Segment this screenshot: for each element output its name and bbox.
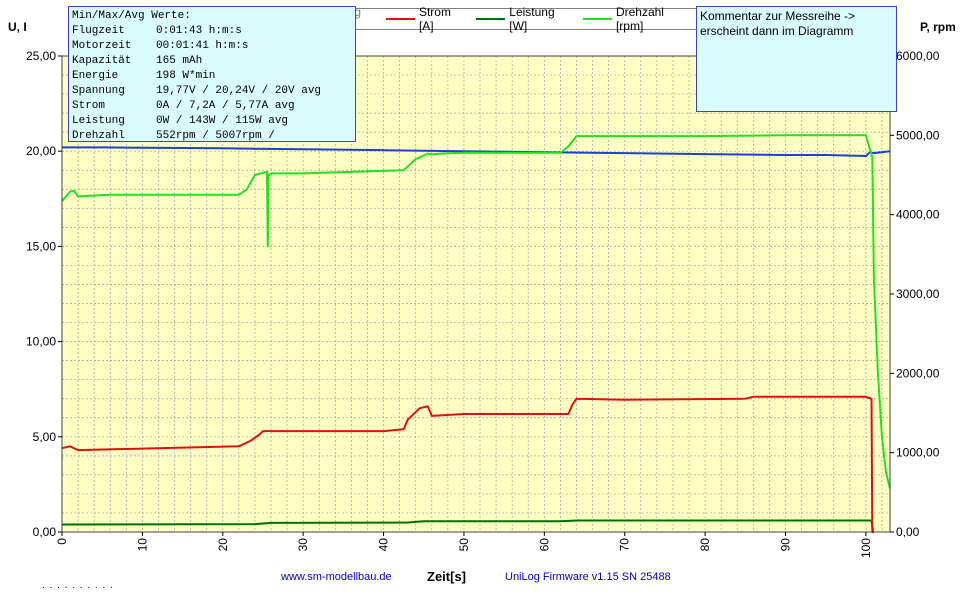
x-tick-label: 20 — [216, 538, 230, 552]
footer-dots: . . . . . . . . . . — [42, 580, 114, 591]
stats-key: Spannung — [72, 85, 125, 97]
y-right-tick-label: 4000,00 — [896, 208, 940, 222]
stats-row-drehzahl: Drehzahl 552rpm / 5007rpm / — [72, 129, 352, 144]
x-tick-label: 40 — [377, 538, 391, 552]
legend-item-strom: Strom [A] — [385, 5, 468, 33]
stats-value: 552rpm / 5007rpm / — [156, 130, 275, 142]
x-tick-label: 70 — [618, 538, 632, 552]
stats-key: Strom — [72, 100, 106, 112]
legend-label-strom: Strom [A] — [418, 5, 451, 33]
stats-value: 19,77V / 20,24V / 20V avg — [156, 85, 322, 97]
website-link[interactable]: www.sm-modellbau.de — [281, 571, 392, 583]
stats-value: 0W / 143W / 115W avg — [156, 115, 289, 127]
axes — [58, 55, 894, 536]
x-tick-label: 60 — [537, 538, 551, 552]
firmware-label: UniLog Firmware v1.15 SN 25488 — [505, 571, 671, 583]
stats-key: Energie — [72, 70, 119, 82]
legend-item-drehzahl: Drehzahl [rpm] — [582, 5, 693, 33]
stats-key: Motorzeit — [72, 40, 132, 52]
stats-value: 0:01:43 h:m:s — [156, 25, 242, 37]
stats-row-motorzeit: Motorzeit 00:01:41 h:m:s — [72, 39, 352, 54]
y-right-tick-label: 3000,00 — [896, 287, 940, 301]
stats-key: Leistung — [72, 115, 125, 127]
y-left-axis-title: U, I — [8, 20, 27, 34]
comment-box[interactable]: Kommentar zur Messreihe -> erscheint dan… — [696, 6, 897, 112]
y-left-tick-label: 5,00 — [33, 430, 57, 444]
y-right-tick-label: 0,00 — [896, 525, 920, 539]
x-tick-label: 30 — [296, 538, 310, 552]
y-right-tick-label: 6000,00 — [896, 49, 940, 63]
stats-key: Flugzeit — [72, 25, 125, 37]
x-tick-label: 90 — [778, 538, 792, 552]
y-right-axis-title: P, rpm — [920, 20, 956, 34]
series-lines — [61, 134, 891, 533]
x-tick-label: 100 — [859, 538, 873, 558]
stats-title: Min/Max/Avg Werte: — [72, 10, 191, 22]
y-left-tick-label: 10,00 — [26, 335, 56, 349]
stats-value: 0A / 7,2A / 5,77A avg — [156, 100, 295, 112]
legend-swatch-drehzahl — [582, 18, 612, 20]
stats-value: 198 W*min — [156, 70, 216, 82]
legend-swatch-strom — [385, 18, 415, 20]
series-spannung — [62, 146, 891, 157]
series-strom — [61, 395, 874, 533]
tick-labels: 0 10 20 30 40 50 60 70 80 90 1000,005,0010,0015,00… — [26, 49, 940, 558]
legend-item-leistung: Leistung [W] — [475, 5, 575, 33]
series-drehzahl — [61, 134, 891, 489]
comment-line-2: erscheint dann im Diagramm — [700, 24, 854, 38]
comment-line-1: Kommentar zur Messreihe -> — [700, 9, 856, 23]
stats-row-leistung: Leistung 0W / 143W / 115W avg — [72, 114, 352, 129]
x-tick-label: 0 — [55, 538, 69, 545]
stats-key: Drehzahl — [72, 130, 125, 142]
y-right-tick-label: 5000,00 — [896, 128, 940, 142]
legend-label-leistung: Leistung [W] — [509, 5, 555, 33]
y-left-tick-label: 15,00 — [26, 239, 56, 253]
stats-key: Kapazität — [72, 55, 132, 67]
y-left-tick-label: 0,00 — [33, 525, 57, 539]
stats-row-spannung: Spannung 19,77V / 20,24V / 20V avg — [72, 84, 352, 99]
x-tick-label: 50 — [457, 538, 471, 552]
stats-value: 165 mAh — [156, 55, 203, 67]
stats-row-flugzeit: Flugzeit 0:01:43 h:m:s — [72, 24, 352, 39]
stats-row-energie: Energie 198 W*min — [72, 69, 352, 84]
stats-row-kapazitaet: Kapazität 165 mAh — [72, 54, 352, 69]
legend-label-drehzahl: Drehzahl [rpm] — [615, 5, 664, 33]
x-tick-label: 10 — [135, 538, 149, 552]
stats-box: Min/Max/Avg Werte: Flugzeit 0:01:43 h:m:s… — [68, 6, 356, 142]
x-tick-label: 80 — [698, 538, 712, 552]
stats-row-strom: Strom 0A / 7,2A / 5,77A avg — [72, 99, 352, 114]
x-axis-title: Zeit[s] — [427, 569, 466, 584]
y-left-tick-label: 25,00 — [26, 49, 56, 63]
stats-value: 00:01:41 h:m:s — [156, 40, 249, 52]
y-left-tick-label: 20,00 — [26, 144, 56, 158]
y-right-tick-label: 1000,00 — [896, 446, 940, 460]
legend-swatch-leistung — [475, 18, 506, 20]
y-right-tick-label: 2000,00 — [896, 366, 940, 380]
